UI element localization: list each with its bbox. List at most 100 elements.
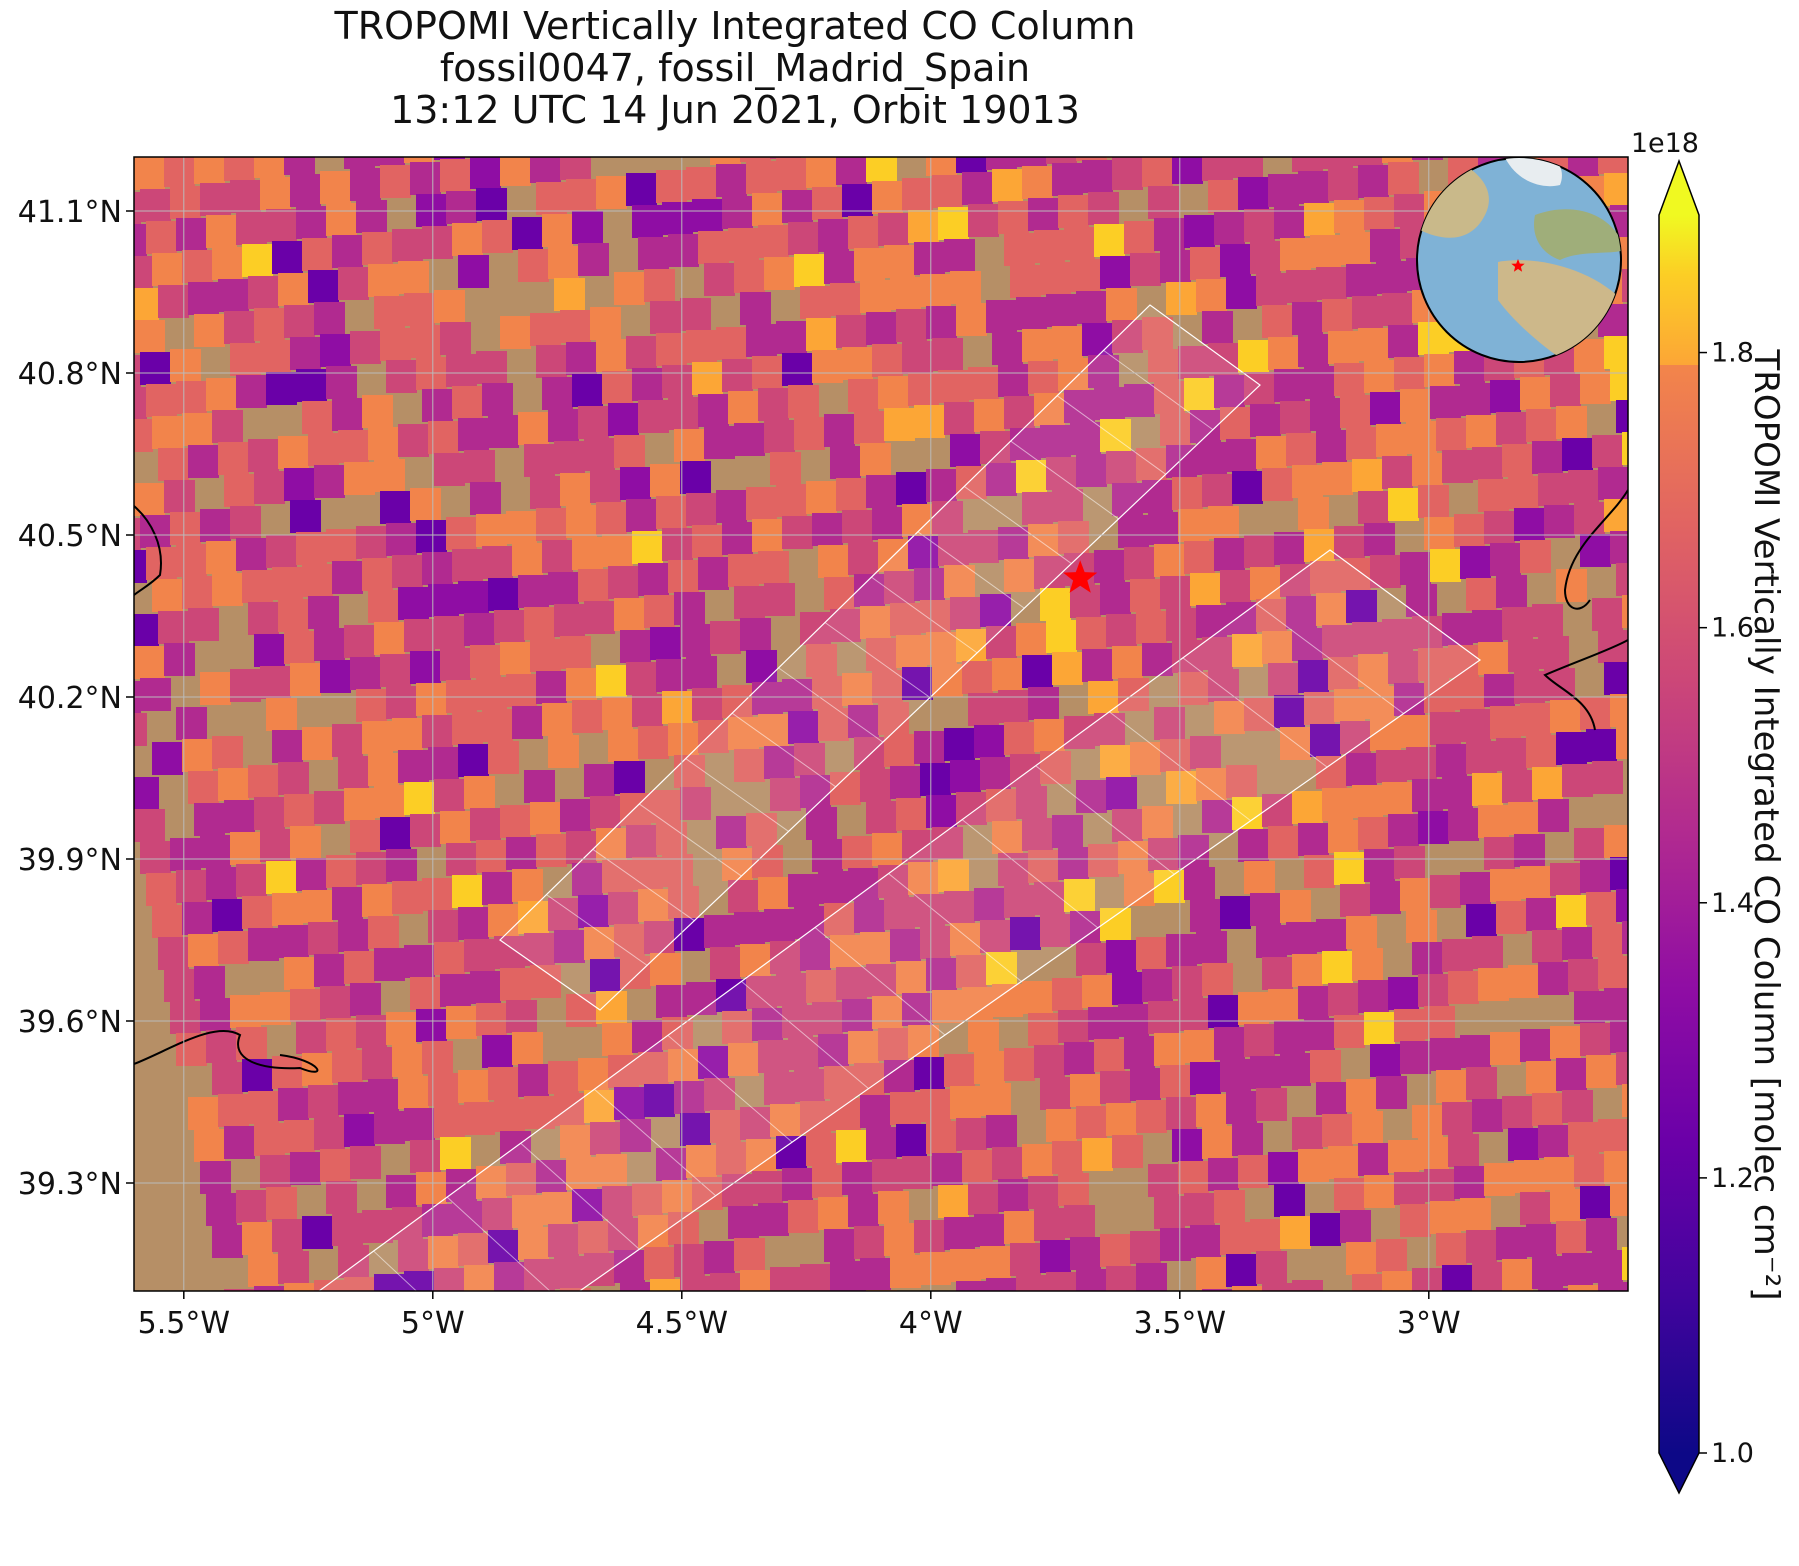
co-pixel [596, 1154, 627, 1187]
co-pixel [152, 742, 183, 775]
co-pixel [1214, 212, 1245, 245]
co-pixel [884, 1223, 915, 1256]
co-pixel [896, 961, 927, 994]
co-pixel [854, 85, 885, 118]
swath-mesh-line [1056, 395, 1167, 475]
co-pixel [482, 383, 513, 416]
co-pixel [728, 1043, 759, 1076]
co-pixel [1406, 910, 1437, 943]
co-pixel [260, 1318, 291, 1351]
co-pixel [308, 596, 339, 629]
co-pixel [692, 362, 723, 395]
co-pixel [272, 1219, 303, 1252]
co-pixel [686, 330, 717, 363]
co-pixel [1496, 1227, 1527, 1260]
co-pixel [440, 974, 471, 1007]
co-pixel [494, 610, 525, 643]
co-pixel [578, 1058, 609, 1091]
co-pixel [320, 986, 351, 1019]
co-pixel [824, 251, 855, 284]
co-pixel [1370, 881, 1401, 914]
co-pixel [920, 111, 951, 144]
co-pixel [596, 176, 627, 209]
co-pixel [392, 1044, 423, 1077]
co-pixel [1184, 1030, 1215, 1063]
co-pixel [932, 501, 963, 534]
co-pixel [566, 1157, 597, 1190]
co-pixel [1556, 1221, 1587, 1254]
co-pixel [1106, 288, 1137, 321]
co-pixel [998, 364, 1029, 397]
co-pixel [134, 320, 165, 353]
co-pixel [374, 948, 405, 981]
co-pixel [758, 1040, 789, 1073]
co-pixel [134, 157, 159, 158]
co-pixel [1232, 157, 1263, 178]
co-pixel [1388, 325, 1419, 358]
co-pixel [1112, 157, 1143, 190]
co-pixel [722, 1174, 753, 1207]
co-pixel [338, 756, 369, 789]
co-pixel [1046, 157, 1077, 164]
co-pixel [1460, 546, 1491, 579]
co-pixel [1352, 622, 1383, 655]
co-pixel [734, 423, 765, 456]
co-pixel [284, 305, 315, 338]
co-pixel [1430, 875, 1461, 908]
co-pixel [668, 397, 699, 430]
co-pixel [200, 835, 231, 868]
co-pixel [788, 1200, 819, 1233]
co-pixel [140, 189, 171, 222]
co-pixel [1028, 1013, 1059, 1046]
co-pixel [920, 763, 951, 796]
co-pixel [758, 388, 789, 421]
co-pixel [914, 894, 945, 927]
co-pixel [1298, 823, 1329, 856]
co-pixel [752, 1008, 783, 1041]
map-title-line-1: TROPOMI Vertically Integrated CO Column [334, 4, 1136, 48]
colorbar-extend-low [1659, 1453, 1699, 1493]
co-pixel [644, 1247, 675, 1280]
co-pixel [1610, 531, 1628, 564]
co-pixel [488, 415, 519, 448]
co-pixel [1058, 1173, 1089, 1206]
co-pixel [962, 1313, 993, 1346]
co-pixel [1022, 1144, 1053, 1177]
co-pixel [422, 389, 453, 422]
co-pixel [464, 776, 495, 809]
co-pixel [770, 157, 801, 159]
co-pixel [428, 95, 459, 128]
co-pixel [290, 826, 321, 859]
co-pixel [1604, 988, 1628, 1021]
co-pixel [248, 439, 279, 472]
co-pixel [854, 1063, 885, 1096]
co-pixel [1070, 585, 1101, 618]
co-pixel [800, 1264, 831, 1291]
co-pixel [296, 369, 327, 402]
co-pixel [860, 117, 891, 150]
co-pixel [218, 279, 249, 312]
co-pixel [1082, 1301, 1113, 1334]
swath-mesh-line [871, 576, 978, 654]
co-pixel [1124, 384, 1155, 417]
co-pixel [812, 676, 843, 709]
co-pixel [518, 249, 549, 282]
co-pixel [1040, 1240, 1071, 1273]
co-pixel [842, 1162, 873, 1195]
co-pixel [1220, 1059, 1251, 1092]
co-pixel [1268, 1315, 1299, 1348]
co-pixel [866, 638, 897, 671]
co-pixel [254, 308, 285, 341]
swath-outline [499, 304, 1261, 1011]
co-pixel [512, 1032, 543, 1065]
co-pixel [770, 778, 801, 811]
co-pixel [230, 995, 261, 1028]
co-pixel [434, 157, 465, 160]
co-pixel [770, 1104, 801, 1137]
co-pixel [1550, 374, 1581, 407]
co-pixel [1574, 991, 1605, 1024]
co-pixel [1340, 395, 1371, 428]
co-pixel [1556, 569, 1587, 602]
co-pixel [326, 855, 357, 888]
co-pixel [134, 224, 147, 257]
